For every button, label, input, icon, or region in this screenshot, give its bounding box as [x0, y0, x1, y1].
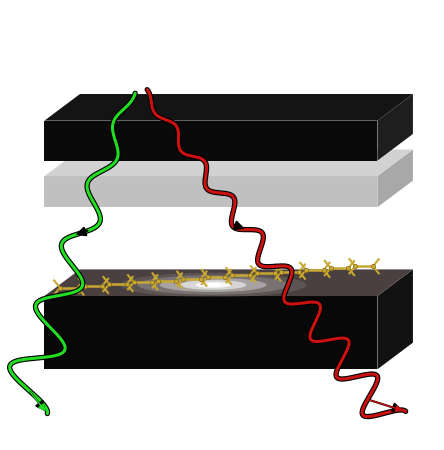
Polygon shape: [44, 270, 413, 296]
Polygon shape: [44, 121, 377, 161]
Ellipse shape: [180, 280, 246, 290]
Polygon shape: [44, 296, 377, 369]
Ellipse shape: [120, 273, 306, 297]
Ellipse shape: [160, 278, 266, 292]
Polygon shape: [44, 94, 413, 121]
Polygon shape: [44, 149, 413, 176]
Ellipse shape: [204, 283, 222, 287]
Polygon shape: [377, 94, 413, 161]
Polygon shape: [377, 149, 413, 207]
Polygon shape: [44, 176, 377, 207]
Ellipse shape: [138, 275, 289, 295]
Ellipse shape: [195, 282, 231, 288]
Polygon shape: [377, 270, 413, 369]
